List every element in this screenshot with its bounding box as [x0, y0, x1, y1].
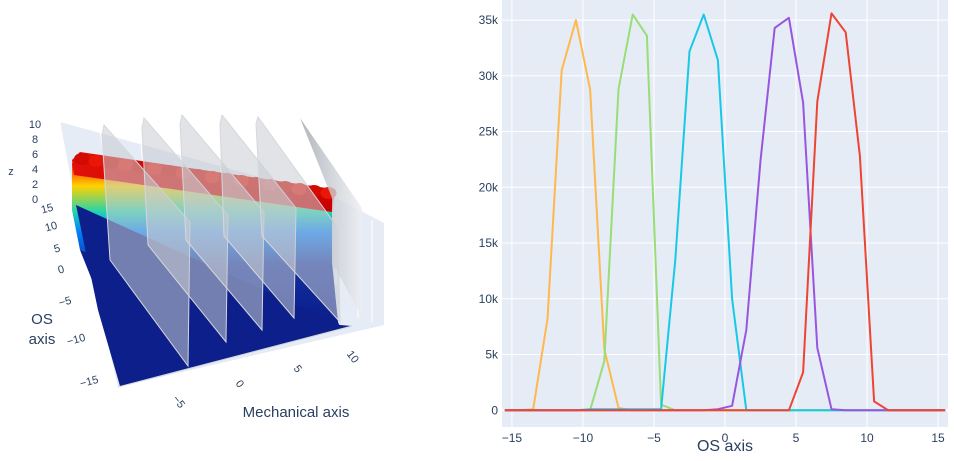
y-tick-label: 15k: [479, 236, 499, 250]
mechanical-axis-tick-label: 5: [291, 363, 304, 375]
z-tick-label: 6: [32, 149, 38, 161]
slice-plane-5: [255, 115, 341, 324]
back-wall-gridline: [59, 121, 73, 201]
os-axis-tick-label: −15: [79, 374, 100, 390]
slice-plane-end: [300, 118, 362, 317]
x-tick-label: −10: [573, 431, 594, 445]
os-axis-tick-label: −10: [66, 332, 87, 348]
surface-plot-svg[interactable]: 0 2 4 6 8 10 z −15 −10 −5 0 5 10 15 OS axis −5 0 5 10 Mechan…: [0, 0, 470, 456]
os-axis-title-line1: OS: [31, 311, 53, 328]
x-tick-label: 15: [931, 431, 945, 445]
os-axis-tick-label: 5: [53, 243, 62, 256]
x-tick-label: 0: [722, 431, 729, 445]
y-tick-label: 0: [491, 403, 498, 417]
surface-plot-panel[interactable]: 0 2 4 6 8 10 z −15 −10 −5 0 5 10 15 OS axis −5 0 5 10 Mechan…: [0, 0, 470, 456]
y-tick-label: 10k: [479, 292, 499, 306]
x-axis-title: OS axis: [697, 438, 753, 455]
z-tick-label: 2: [32, 179, 38, 191]
os-axis-tick-label: 10: [44, 220, 59, 235]
os-axis-tick-label: 0: [57, 264, 66, 277]
floor-edge: [117, 325, 353, 388]
y-tick-label: 5k: [485, 348, 499, 362]
x-tick-label: 10: [860, 431, 874, 445]
y-tick-label: 30k: [479, 69, 499, 83]
mechanical-axis-tick-label: 0: [233, 378, 246, 390]
line-chart-svg[interactable]: 0 5k 10k 15k 20k 25k 30k 35k −15 −10 −5 0 5 10 15 OS a…: [470, 0, 954, 456]
x-tick-label: −5: [647, 431, 661, 445]
z-tick-label: 8: [32, 134, 38, 146]
y-tick-label: 20k: [479, 180, 499, 194]
z-tick-label: 0: [32, 194, 38, 206]
z-tick-label: 10: [29, 119, 41, 131]
ridge-bump: [88, 155, 105, 167]
y-tick-label: 35k: [479, 13, 499, 27]
z-tick-label: 4: [32, 164, 38, 176]
mechanical-axis-title: Mechanical axis: [243, 404, 350, 421]
x-tick-label: −15: [502, 431, 523, 445]
mechanical-axis-tick-label: 10: [344, 349, 361, 366]
os-axis-title-line2: axis: [29, 331, 56, 348]
ridge-bump: [74, 153, 90, 165]
mechanical-axis-tick-label: −5: [170, 394, 187, 411]
x-tick-label: 5: [793, 431, 800, 445]
line-chart-panel[interactable]: 0 5k 10k 15k 20k 25k 30k 35k −15 −10 −5 0 5 10 15 OS a…: [470, 0, 954, 456]
y-tick-label: 25k: [479, 125, 499, 139]
z-axis-title: z: [8, 166, 14, 178]
os-axis-tick-label: 15: [40, 202, 55, 217]
os-axis-tick-label: −5: [58, 295, 73, 310]
series-line-5[interactable]: [504, 12, 946, 412]
